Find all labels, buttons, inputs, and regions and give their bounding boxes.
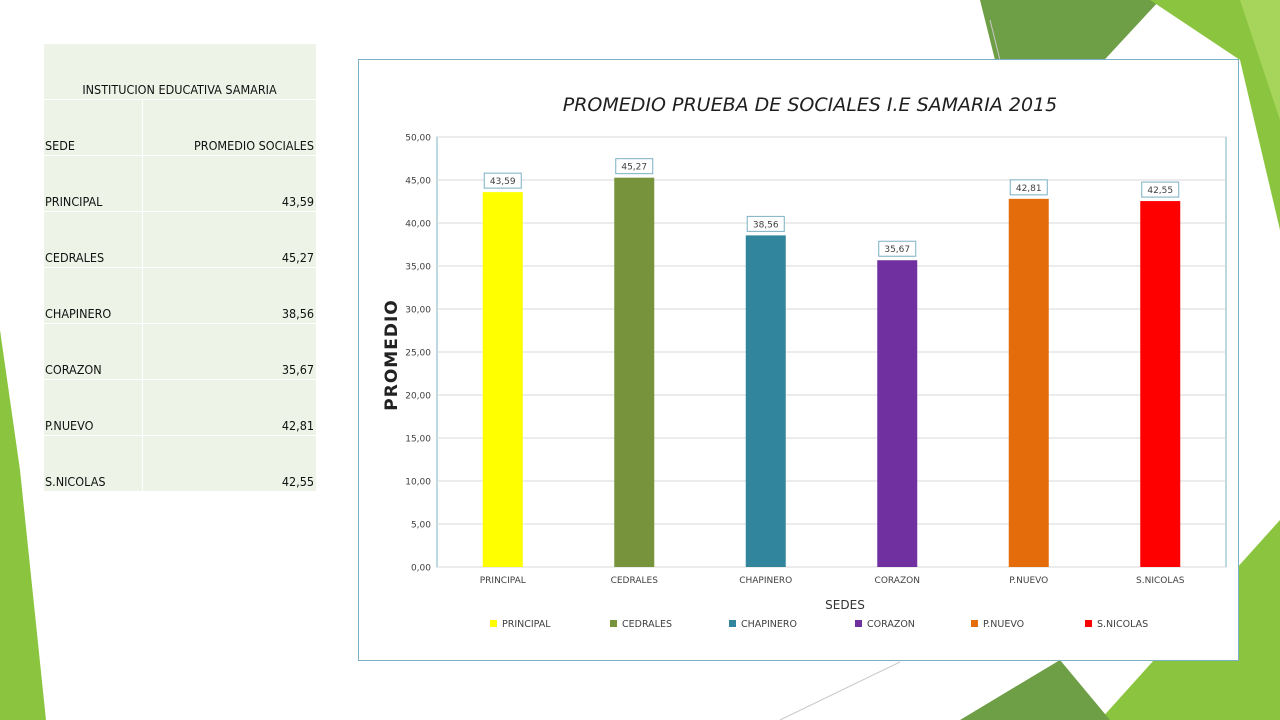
- chart-frame: PROMEDIO PRUEBA DE SOCIALES I.E SAMARIA …: [358, 59, 1239, 661]
- table-row: CHAPINERO 38,56: [43, 267, 318, 324]
- thin-diagonal-line: [989, 19, 1001, 61]
- y-tick-label: 20,00: [405, 392, 431, 402]
- legend-label: CHAPINERO: [741, 619, 797, 630]
- cell-valor: 45,27: [141, 211, 318, 268]
- legend-swatch: [729, 620, 736, 627]
- table-title-row: INSTITUCION EDUCATIVA SAMARIA: [43, 43, 317, 100]
- data-label: 43,59: [490, 177, 516, 187]
- top-right-lime-shape: [1240, 0, 1280, 120]
- y-tick-label: 10,00: [405, 478, 431, 488]
- data-label: 45,27: [621, 163, 647, 173]
- x-axis-ticks: PRINCIPAL CEDRALES CHAPINERO CORAZON P.NUEVO…: [480, 576, 1185, 586]
- data-label: 42,81: [1016, 184, 1042, 194]
- y-tick-label: 35,00: [405, 263, 431, 273]
- legend: PRINCIPAL CEDRALES CHAPINERO CORAZON P.NUEVO…: [490, 619, 1148, 630]
- data-label-box: [878, 240, 917, 257]
- y-tick-label: 50,00: [405, 134, 431, 144]
- x-tick-label: P.NUEVO: [1009, 576, 1048, 586]
- bar-chart: PROMEDIO PRUEBA DE SOCIALES I.E SAMARIA …: [382, 94, 1227, 630]
- data-label-box: [483, 172, 522, 189]
- table-row: PRINCIPAL 43,59: [43, 155, 318, 212]
- gridlines: [437, 136, 1226, 568]
- legend-label: P.NUEVO: [983, 619, 1024, 630]
- bar: [745, 235, 786, 567]
- table-row: P.NUEVO 42,81: [43, 379, 318, 436]
- data-label: 38,56: [753, 220, 779, 230]
- table-row: CEDRALES 45,27: [43, 211, 318, 268]
- y-axis-label: PROMEDIO: [382, 299, 402, 410]
- bars: [482, 177, 1181, 568]
- y-tick-label: 5,00: [411, 521, 431, 531]
- y-tick-label: 30,00: [405, 306, 431, 316]
- bar: [482, 192, 523, 567]
- table-title: INSTITUCION EDUCATIVA SAMARIA: [43, 43, 317, 100]
- legend-swatch: [855, 620, 862, 627]
- cell-sede: P.NUEVO: [43, 379, 143, 436]
- bar: [614, 177, 655, 567]
- x-tick-label: CORAZON: [875, 576, 920, 586]
- y-tick-label: 25,00: [405, 349, 431, 359]
- cell-sede: S.NICOLAS: [43, 435, 143, 492]
- cell-sede: CORAZON: [43, 323, 143, 380]
- sede-data-table: INSTITUCION EDUCATIVA SAMARIA SEDE PROME…: [43, 43, 318, 492]
- data-labels: 43,59 45,27 38,56 35,67 42,81 42,55: [483, 158, 1180, 257]
- bar: [1140, 201, 1181, 567]
- data-label-box: [615, 158, 654, 175]
- x-tick-label: CHAPINERO: [739, 576, 792, 586]
- x-tick-label: PRINCIPAL: [480, 576, 526, 586]
- left-edge-green-shape: [0, 330, 46, 720]
- legend-swatch: [1085, 620, 1092, 627]
- legend-label: CEDRALES: [622, 619, 672, 630]
- bar: [1008, 198, 1049, 568]
- cell-sede: PRINCIPAL: [43, 155, 143, 212]
- header-sede: SEDE: [43, 99, 143, 156]
- table-header-row: SEDE PROMEDIO SOCIALES: [43, 99, 318, 156]
- data-label-box: [1009, 179, 1048, 196]
- bottom-right-dark-shape: [960, 660, 1110, 720]
- header-promedio: PROMEDIO SOCIALES: [141, 99, 318, 156]
- legend-swatch: [490, 620, 497, 627]
- x-tick-label: S.NICOLAS: [1136, 576, 1185, 586]
- y-tick-label: 15,00: [405, 435, 431, 445]
- legend-swatch: [610, 620, 617, 627]
- legend-label: PRINCIPAL: [502, 619, 551, 630]
- cell-valor: 43,59: [141, 155, 318, 212]
- legend-swatch: [971, 620, 978, 627]
- y-tick-label: 45,00: [405, 177, 431, 187]
- table-row: CORAZON 35,67: [43, 323, 318, 380]
- cell-valor: 42,55: [141, 435, 318, 492]
- cell-valor: 42,81: [141, 379, 318, 436]
- top-right-green-shape: [1150, 0, 1280, 230]
- cell-sede: CEDRALES: [43, 211, 143, 268]
- data-label: 35,67: [884, 245, 910, 255]
- cell-sede: CHAPINERO: [43, 267, 143, 324]
- y-axis-ticks: 0,00 5,00 10,00 15,00 20,00 25,00 30,00 35,00 40…: [405, 134, 431, 574]
- table-row: S.NICOLAS 42,55: [43, 435, 318, 492]
- bar: [877, 260, 918, 567]
- cell-valor: 35,67: [141, 323, 318, 380]
- x-tick-label: CEDRALES: [611, 576, 659, 586]
- chart-title: PROMEDIO PRUEBA DE SOCIALES I.E SAMARIA …: [563, 94, 1057, 116]
- thin-diagonal-line-bottom: [779, 661, 901, 720]
- y-tick-label: 0,00: [411, 564, 431, 574]
- y-tick-label: 40,00: [405, 220, 431, 230]
- data-label: 42,55: [1147, 186, 1173, 196]
- data-label-box: [1141, 181, 1180, 198]
- legend-label: CORAZON: [867, 619, 915, 630]
- legend-label: S.NICOLAS: [1097, 619, 1148, 630]
- x-axis-label: SEDES: [825, 598, 865, 612]
- data-label-box: [746, 215, 785, 232]
- cell-valor: 38,56: [141, 267, 318, 324]
